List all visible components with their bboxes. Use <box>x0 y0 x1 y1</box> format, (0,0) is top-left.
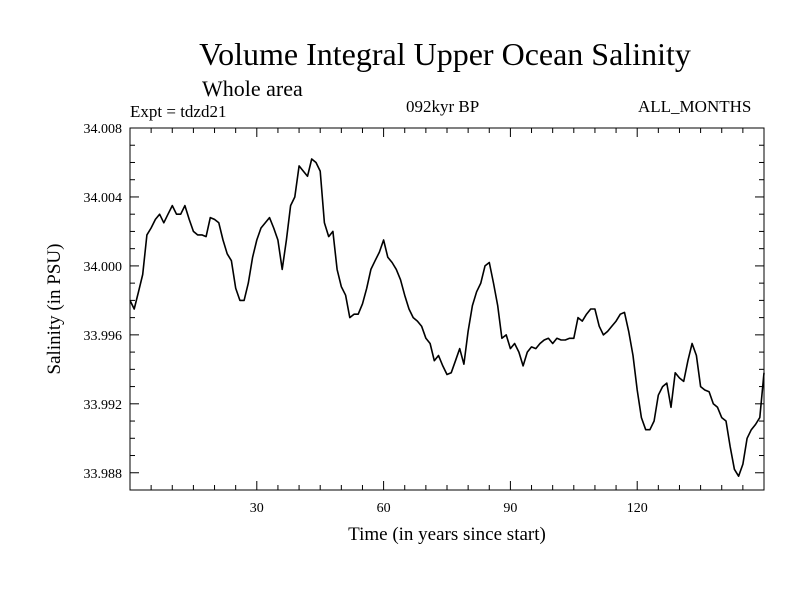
experiment-label: Expt = tdzd21 <box>130 102 227 121</box>
plot-area-frame <box>129 127 765 491</box>
y-tick-label: 34.008 <box>84 122 123 137</box>
x-tick-label: 90 <box>503 501 517 516</box>
tick-labels: 30 60 90 120 33.988 33.992 33.996 34.000 34.004 3… <box>84 122 648 516</box>
salinity-series-line <box>129 158 765 477</box>
y-tick-label: 33.996 <box>84 329 123 344</box>
y-tick-label: 34.004 <box>84 191 123 206</box>
x-tick-label: 60 <box>377 501 391 516</box>
period-label: 092kyr BP <box>406 97 480 116</box>
x-tick-label: 120 <box>627 501 648 516</box>
y-tick-label: 34.000 <box>84 260 123 275</box>
y-tick-label: 33.992 <box>84 398 123 413</box>
y-axis-label: Salinity (in PSU) <box>44 244 65 375</box>
y-tick-label: 33.988 <box>84 467 123 482</box>
months-label: ALL_MONTHS <box>638 97 752 116</box>
x-tick-label: 30 <box>250 501 264 516</box>
axis-ticks <box>130 127 764 491</box>
chart-title: Volume Integral Upper Ocean Salinity <box>199 36 691 72</box>
chart-subtitle: Whole area <box>202 76 303 101</box>
x-axis-label: Time (in years since start) <box>348 524 546 545</box>
